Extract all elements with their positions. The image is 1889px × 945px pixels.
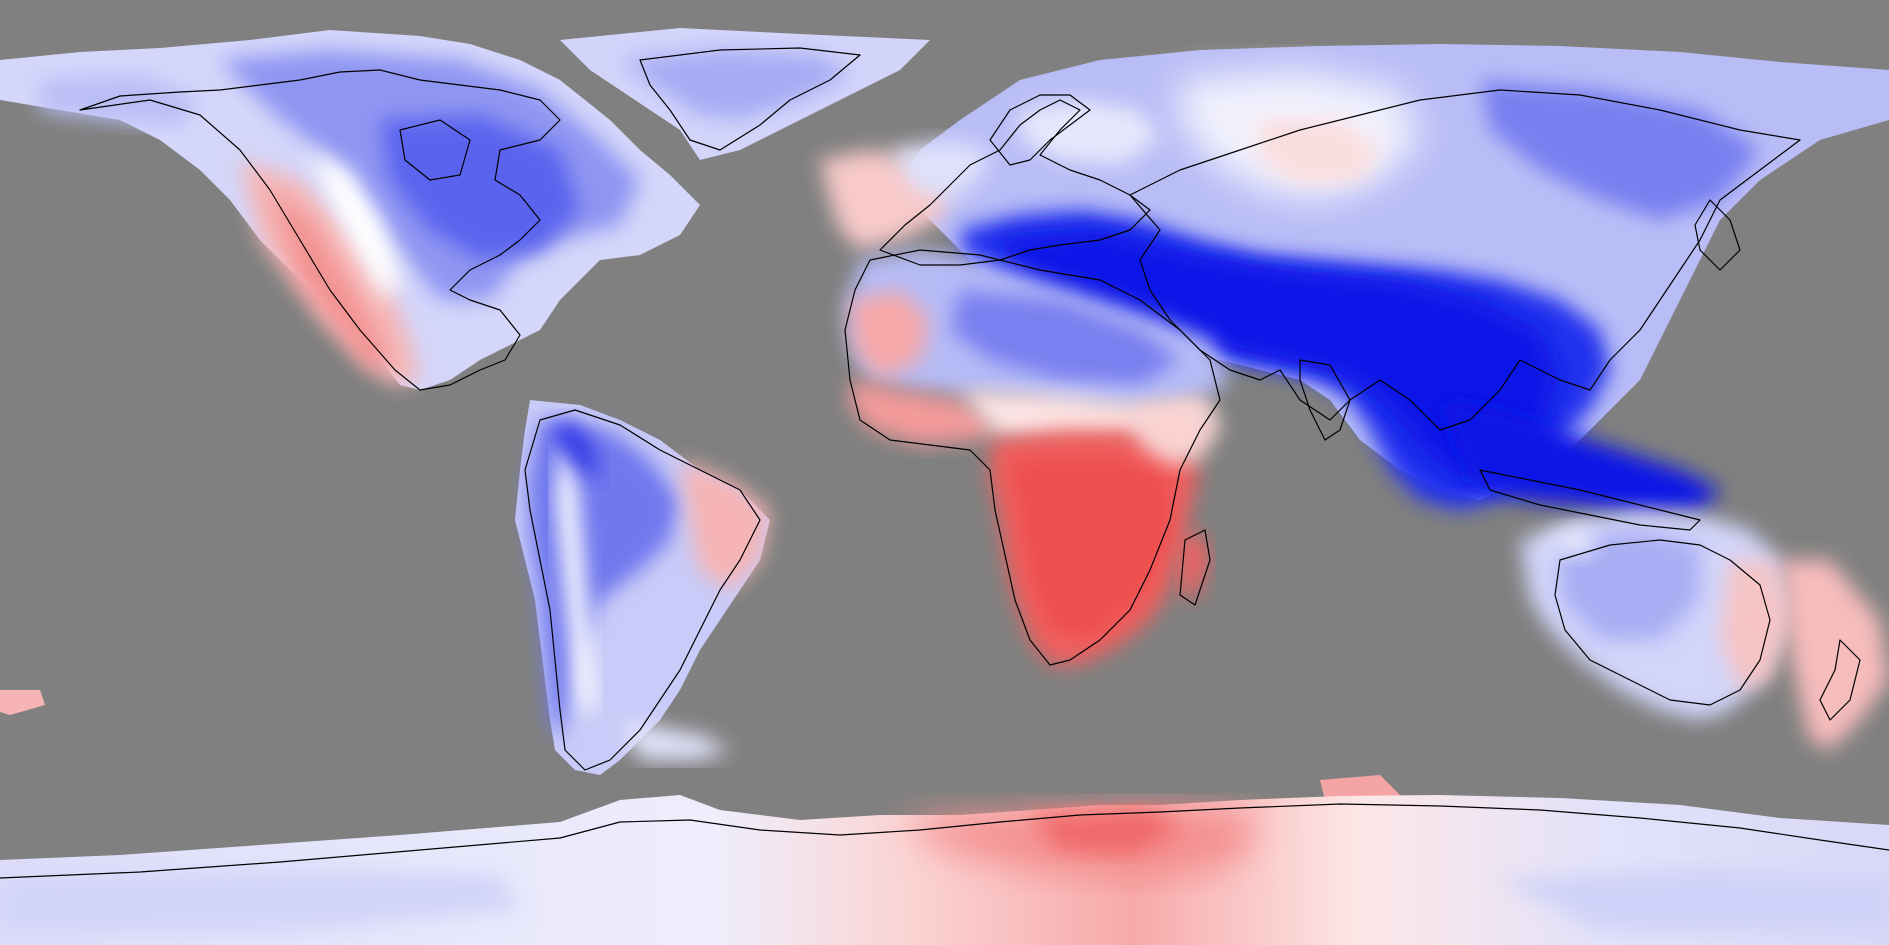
coastline-new-zealand xyxy=(1819,639,1861,721)
region-north-africa xyxy=(845,250,1230,445)
coastline-australia xyxy=(1554,539,1771,706)
region-greenland xyxy=(560,28,930,160)
coastline-africa xyxy=(844,249,1221,666)
coastline-madagascar xyxy=(1179,529,1211,606)
region-west-europe xyxy=(820,140,990,250)
coastline-south-america xyxy=(524,409,761,771)
coastline-europe xyxy=(879,99,1151,266)
coastline-indonesia xyxy=(1479,469,1701,531)
coastline-north-america xyxy=(79,69,561,391)
region-new-zealand xyxy=(1780,560,1889,750)
coastline-antarctica xyxy=(0,803,1889,879)
region-south-america xyxy=(515,400,770,775)
coastline-greenland xyxy=(639,47,861,151)
region-north-america xyxy=(0,30,700,390)
region-deep-blue-band xyxy=(960,210,1720,515)
coastline-asia xyxy=(1129,89,1801,431)
region-east-africa xyxy=(1130,400,1220,465)
region-australia xyxy=(1520,510,1790,720)
coastline-hudson-bay xyxy=(399,119,471,181)
region-antarctica xyxy=(0,795,1889,945)
region-southern-africa xyxy=(990,430,1210,665)
coastline-scandinavia xyxy=(989,94,1091,166)
coastline-japan xyxy=(1694,199,1741,271)
coastline-india xyxy=(1299,359,1351,441)
coastlines xyxy=(0,47,1889,879)
